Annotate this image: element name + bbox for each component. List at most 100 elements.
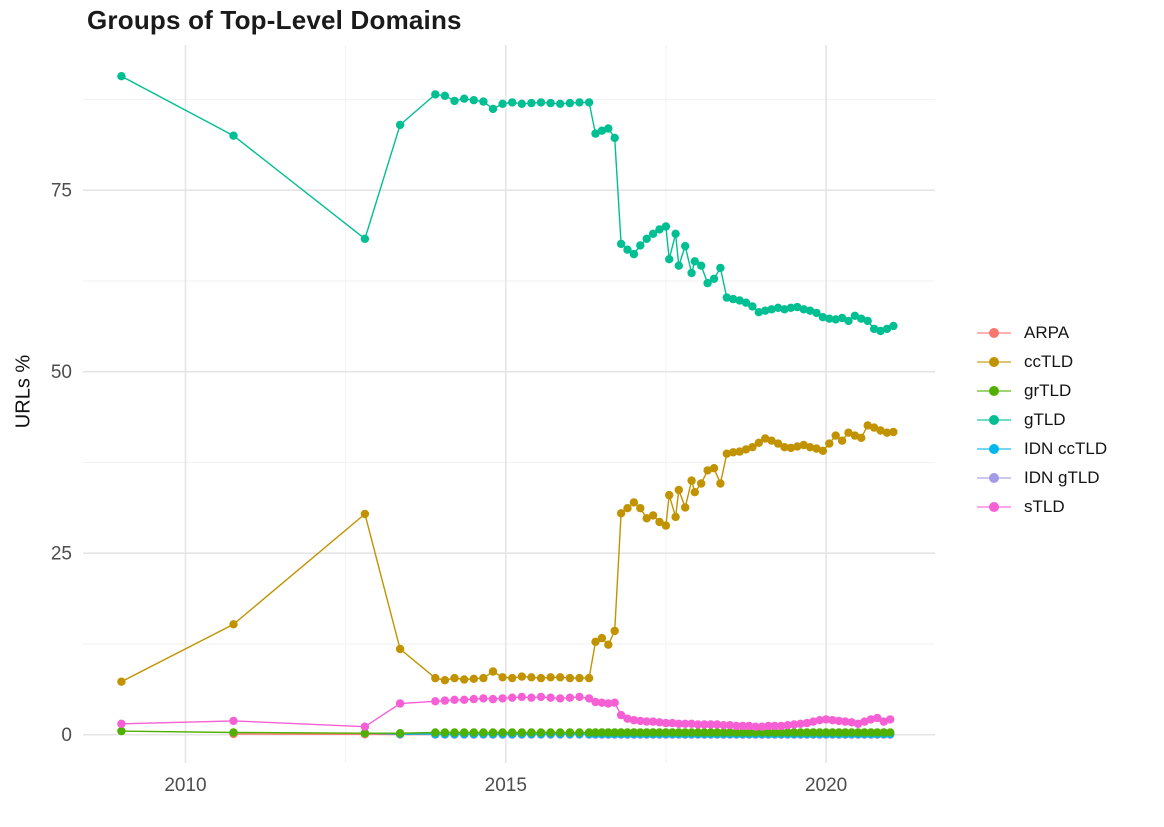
data-point-stld (834, 716, 844, 726)
data-point-cctld (837, 436, 847, 445)
data-point-gtld (805, 306, 815, 315)
data-point-stld (777, 721, 786, 731)
data-point-stld (508, 693, 517, 702)
data-point-grtld (770, 728, 779, 737)
data-point-stld (460, 695, 469, 704)
data-point-gtld (591, 129, 600, 138)
data-point-grtld (700, 728, 709, 737)
data-point-gtld (648, 229, 658, 238)
data-point-gtld (229, 131, 238, 140)
data-point-cctld (527, 673, 536, 682)
data-point-cctld (440, 676, 450, 685)
data-point-grtld (668, 728, 677, 737)
legend-key-icon (977, 469, 1011, 486)
data-point-stld (821, 715, 831, 724)
data-point-gtld (793, 302, 802, 312)
data-point-cctld (825, 439, 834, 448)
data-point-grtld (648, 728, 658, 737)
data-point-cctld (629, 498, 639, 507)
data-point-grtld (873, 728, 882, 737)
data-point-cctld (460, 675, 469, 684)
data-point-stld (565, 693, 575, 702)
data-point-grtld (719, 728, 728, 737)
data-point-stld (636, 716, 645, 726)
data-point-gtld (498, 99, 507, 109)
y-tick-label: 75 (51, 181, 72, 202)
data-point-grtld (713, 728, 722, 737)
data-point-grtld (360, 729, 370, 738)
data-point-cctld (536, 673, 546, 683)
data-point-cctld (876, 426, 885, 435)
data-point-gtld (754, 308, 763, 317)
data-point-grtld (809, 728, 818, 737)
data-point-gtld (674, 261, 683, 270)
data-point-stld (764, 721, 773, 731)
data-point-grtld (706, 728, 715, 737)
data-point-grtld (661, 728, 671, 737)
data-point-gtld (636, 241, 645, 250)
data-point-cctld (636, 504, 645, 513)
data-point-stld (575, 692, 584, 702)
data-point-stld (479, 694, 488, 703)
data-point-cctld (687, 476, 696, 485)
data-point-cctld (812, 444, 821, 453)
data-point-grtld (783, 728, 792, 737)
data-point-gtld (837, 313, 847, 323)
data-point-stld (751, 722, 760, 731)
x-tick-label: 2015 (485, 775, 527, 796)
data-point-cctld (761, 434, 770, 443)
data-point-gtld (687, 268, 696, 278)
data-point-stld (536, 692, 546, 702)
data-point-cctld (655, 517, 664, 527)
data-point-cctld (805, 443, 815, 452)
data-point-gtld (661, 222, 671, 231)
data-point-cctld (780, 443, 789, 452)
data-point-gtld (360, 234, 370, 243)
data-point-cctld (616, 509, 626, 518)
data-point-cctld (450, 673, 459, 683)
data-point-cctld (793, 442, 802, 451)
data-point-cctld (674, 485, 683, 495)
data-point-grtld (546, 728, 555, 737)
legend-key-icon (977, 353, 1011, 370)
legend-item-grtld: grTLD (977, 376, 1107, 405)
data-point-stld (674, 719, 683, 728)
data-point-stld (517, 692, 526, 702)
data-point-cctld (818, 446, 828, 455)
data-point-stld (360, 722, 370, 731)
data-point-stld (681, 719, 690, 728)
x-tick-label: 2020 (805, 775, 847, 796)
data-point-cctld (741, 445, 751, 454)
data-point-gtld (508, 98, 517, 107)
legend-item-idn-gtld: IDN gTLD (977, 463, 1107, 492)
data-point-grtld (629, 728, 639, 737)
data-point-cctld (469, 674, 478, 683)
data-point-cctld (773, 439, 783, 448)
data-point-stld (783, 721, 792, 730)
data-point-cctld (799, 440, 808, 450)
data-point-cctld (395, 644, 405, 654)
data-point-grtld (536, 728, 546, 737)
data-point-gtld (876, 326, 885, 336)
data-point-cctld (479, 673, 488, 683)
data-point-grtld (616, 728, 626, 737)
data-point-grtld (508, 728, 517, 737)
data-point-cctld (671, 512, 680, 522)
data-point-grtld (738, 728, 747, 737)
data-point-grtld (395, 729, 405, 738)
data-point-cctld (648, 511, 658, 520)
data-point-gtld (850, 311, 860, 320)
data-point-grtld (886, 728, 895, 737)
data-point-gtld (882, 324, 892, 334)
legend-label: ccTLD (1024, 351, 1074, 371)
series-grtld (117, 726, 895, 738)
data-point-gtld (517, 99, 526, 109)
data-point-stld (668, 718, 677, 728)
data-point-grtld (841, 728, 850, 737)
data-point-stld (616, 710, 626, 720)
data-point-gtld (690, 257, 699, 266)
data-point-cctld (767, 436, 776, 445)
data-point-cctld (889, 427, 898, 437)
data-point-gtld (450, 96, 459, 106)
legend-label: IDN gTLD (1024, 467, 1100, 487)
